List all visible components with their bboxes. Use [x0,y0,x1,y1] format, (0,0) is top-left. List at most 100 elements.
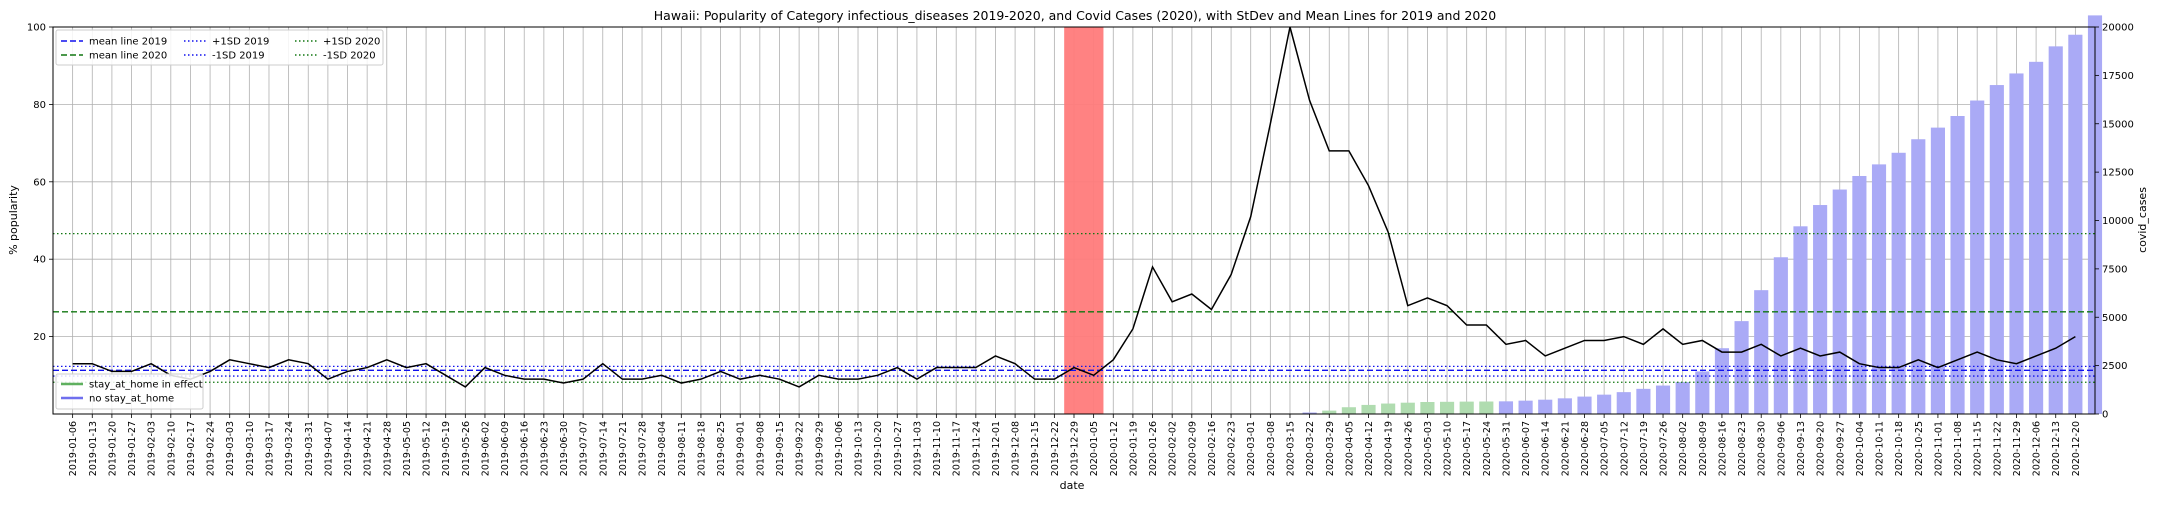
y-right-tick-label: 15000 [2102,119,2134,130]
legend-label: +1SD 2019 [212,37,269,48]
x-tick-label: 2020-06-14 [1541,421,1552,476]
x-tick-label: 2019-12-15 [1030,421,1041,476]
x-tick-label: 2019-09-22 [795,421,806,476]
x-tick-label: 2019-12-29 [1070,421,1081,476]
x-tick-label: 2019-12-22 [1050,421,1061,476]
covid-bar [1597,394,1612,414]
x-tick-label: 2020-10-11 [1875,421,1886,476]
covid-bar [1381,403,1396,414]
covid-bar [1714,348,1730,414]
y-left-tick-label: 100 [27,23,46,34]
covid-bar [1891,152,1906,414]
x-tick-label: 2020-05-17 [1462,421,1473,476]
covid-bar [1302,412,1317,414]
covid-bar [1538,399,1553,414]
covid-bar [1675,382,1690,414]
reference-lines [53,233,2095,383]
x-tick-label: 2019-02-24 [206,421,217,476]
covid-bar [1930,127,1945,415]
x-tick-label: 2019-07-07 [579,421,590,476]
legend-label: mean line 2020 [89,51,167,62]
x-tick-label: 2019-01-06 [68,421,79,476]
covid-bar [1341,407,1356,414]
x-tick-label: 2020-10-04 [1855,421,1866,476]
y-left-tick-label: 80 [33,100,46,111]
x-tick-label: 2019-11-17 [952,421,963,476]
x-tick-label: 2019-07-28 [638,421,649,476]
x-tick-label: 2020-03-08 [1266,421,1277,476]
x-tick-label: 2019-02-10 [166,421,177,476]
covid-bar [1459,401,1474,414]
y-right-tick-labels: 0 2500 5000 7500 10000 12500 15000 17500 20000 [2095,23,2134,421]
x-tick-label: 2020-07-19 [1639,421,1650,476]
x-tick-label: 2020-03-15 [1285,421,1296,476]
x-tick-label: 2020-03-22 [1305,421,1316,476]
x-tick-label: 2019-05-26 [461,421,472,476]
x-tick-label: 2019-01-27 [127,421,138,476]
x-tick-label: 2020-02-02 [1168,421,1179,476]
legend-box [55,29,384,66]
covid-bar [2009,73,2024,414]
covid-bar [2048,46,2063,414]
covid-bar [1420,402,1435,414]
covid-bar [1479,401,1494,414]
x-tick-label: 2019-03-31 [304,421,315,476]
covid-bar [2068,34,2083,415]
covid-bar [1616,392,1631,414]
covid-case-bars [1302,15,2103,415]
covid-bar [1871,164,1887,414]
legend-label: no stay_at_home [89,394,174,405]
y-left-tick-label: 60 [33,177,46,188]
covid-bar [1361,404,1376,414]
legend-reference-lines: mean line 2019 mean line 2020 +1SD 2019 -1S… [55,29,384,66]
x-tick-label: 2019-11-10 [932,421,943,476]
legend-box [55,373,204,410]
covid-bar [1577,396,1592,414]
legend-label: +1SD 2020 [323,37,380,48]
covid-bar [1518,400,1533,414]
x-tick-label: 2020-05-31 [1501,421,1512,476]
x-tick-label: 2020-04-05 [1344,421,1355,476]
x-tick-label: 2019-04-28 [382,421,393,476]
x-tick-label: 2020-10-25 [1914,421,1925,476]
x-tick-label: 2020-08-02 [1678,421,1689,476]
x-tick-label: 2020-12-20 [2071,421,2082,476]
y-right-tick-label: 10000 [2102,216,2134,227]
popularity-line [72,26,2076,388]
covid-bar [1773,257,1788,414]
y-right-tick-label: 5000 [2102,313,2127,324]
x-tick-label: 2020-02-09 [1187,421,1198,476]
x-tick-label: 2020-06-21 [1560,421,1571,476]
x-tick-label: 2020-05-10 [1443,421,1454,476]
x-tick-label: 2020-06-28 [1580,421,1591,476]
legend-label: mean line 2019 [89,37,167,48]
x-tick-label: 2020-08-23 [1737,421,1748,476]
x-tick-label: 2019-04-14 [343,421,354,476]
covid-bar [1322,410,1337,414]
covid-bar [1793,226,1808,414]
covid-bar [1734,321,1749,414]
x-tick-label: 2020-11-22 [1992,421,2003,476]
y-right-tick-label: 0 [2102,410,2108,421]
y-left-tick-label: 40 [33,255,46,266]
x-tick-label: 2019-04-07 [323,421,334,476]
covid-bar [1498,401,1514,414]
y-right-tick-label: 12500 [2102,168,2134,179]
x-tick-label: 2020-08-09 [1698,421,1709,476]
highlight-band [1064,27,1104,414]
x-tick-label: 2020-05-24 [1482,421,1493,476]
x-tick-label: 2019-06-16 [520,421,531,476]
x-tick-label: 2019-06-23 [539,421,550,476]
covid-bar [1832,189,1847,414]
x-tick-label: 2019-08-18 [696,421,707,476]
x-tick-label: 2020-02-23 [1227,421,1238,476]
y-right-tick-label: 17500 [2102,71,2134,82]
x-tick-label: 2020-09-20 [1816,421,1827,476]
covid-bar [1989,85,2004,415]
x-tick-label: 2020-03-01 [1246,421,1257,476]
x-tick-label: 2019-06-09 [500,421,511,476]
legend-label: -1SD 2019 [212,51,265,62]
x-tick-label: 2019-10-20 [873,421,884,476]
covid-bar [1950,116,1965,414]
